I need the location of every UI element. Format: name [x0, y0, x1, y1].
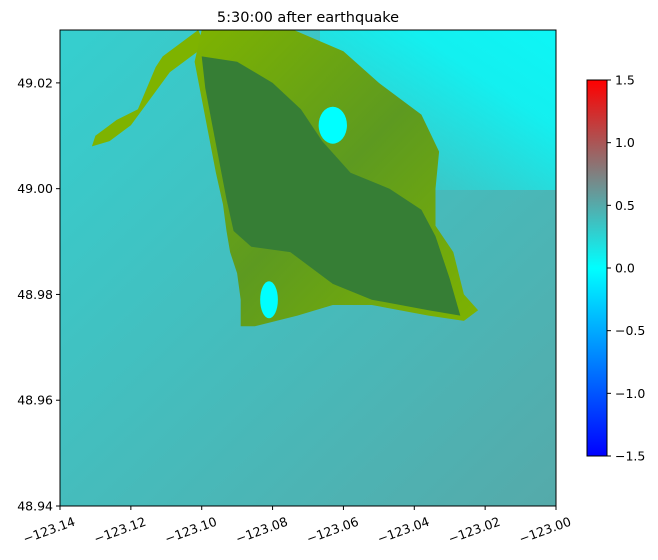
x-tick-label: −123.10 — [163, 514, 219, 547]
x-tick-label: −123.14 — [21, 514, 77, 547]
x-tick-label: −123.06 — [304, 514, 360, 547]
colorbar-tick-label: 0.0 — [615, 261, 635, 276]
chart-title: 5:30:00 after earthquake — [217, 10, 399, 26]
land-spit — [91, 30, 206, 147]
x-tick-label: −123.00 — [517, 514, 573, 547]
y-tick-label: 48.96 — [17, 393, 53, 408]
x-tick-label: −123.04 — [375, 514, 431, 547]
colorbar-tick-label: 1.0 — [615, 135, 635, 150]
colorbar-tick-label: 1.5 — [615, 73, 635, 88]
plot-frame — [59, 29, 557, 507]
x-axis: −123.14 −123.12 −123.10 −123.08 −123.06 −123.… — [21, 506, 573, 546]
x-tick-label: −123.02 — [446, 514, 502, 547]
colorbar-tick-label: −1.0 — [615, 386, 645, 401]
y-tick-label: 48.98 — [17, 287, 53, 302]
y-tick-label: 48.94 — [17, 499, 53, 514]
x-tick-label: −123.12 — [92, 514, 148, 547]
y-axis: 48.94 48.96 48.98 49.00 49.02 — [17, 75, 60, 514]
land-high-ground — [201, 56, 461, 316]
colorbar: −1.5 −1.0 −0.5 0.0 0.5 1.0 1.5 — [586, 73, 645, 464]
colorbar-gradient — [586, 79, 608, 457]
map-plot-area — [60, 30, 556, 506]
colorbar-tick-label: 0.5 — [615, 198, 635, 213]
inner-pool-1 — [318, 106, 347, 144]
inner-pool-2 — [260, 281, 278, 319]
colorbar-tick-label: −1.5 — [615, 449, 645, 464]
y-tick-label: 49.02 — [17, 75, 53, 90]
y-tick-label: 49.00 — [17, 181, 53, 196]
colorbar-tick-label: −0.5 — [615, 323, 645, 338]
x-tick-label: −123.08 — [234, 514, 290, 547]
